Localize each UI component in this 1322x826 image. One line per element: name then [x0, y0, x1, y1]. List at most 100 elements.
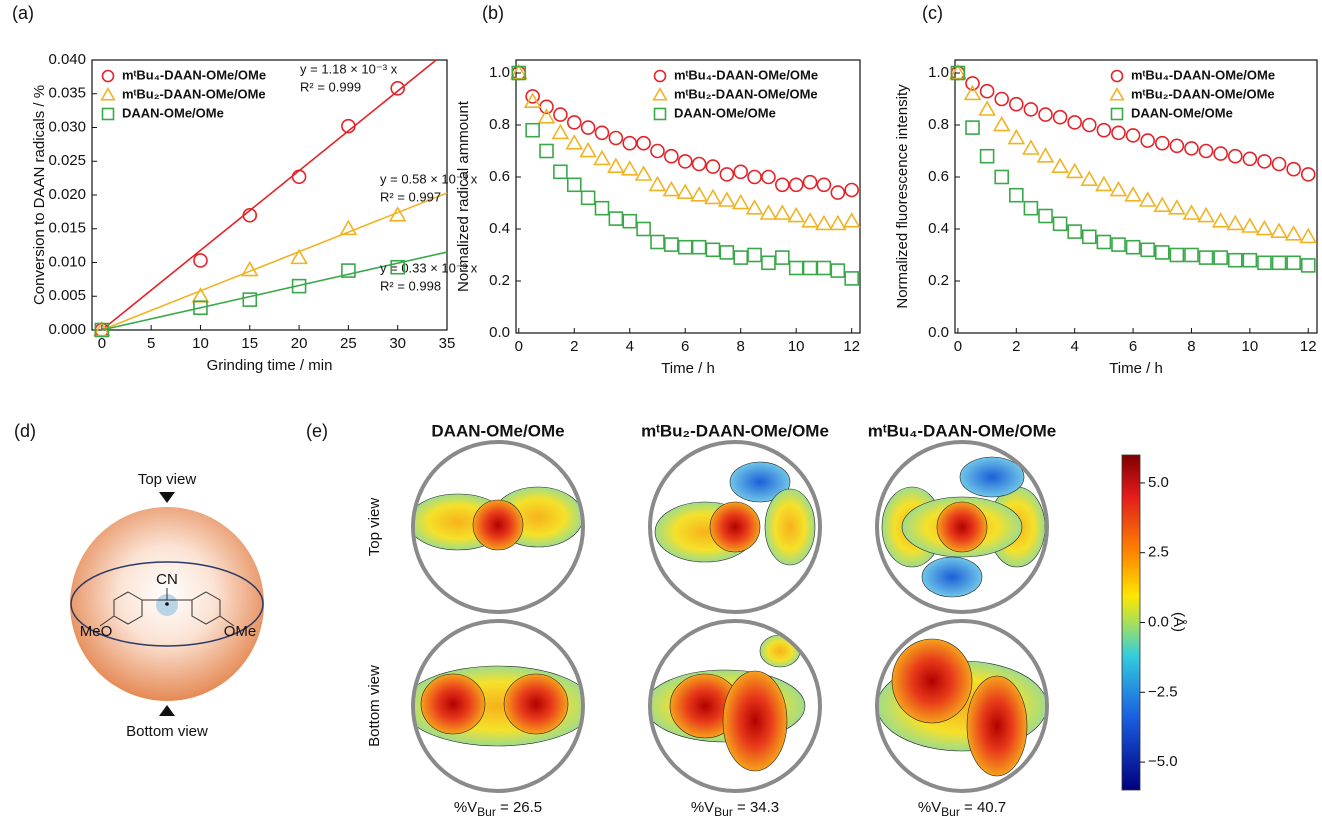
data-point	[662, 180, 681, 197]
data-point	[979, 148, 995, 164]
data-point	[193, 300, 208, 316]
data-point	[594, 125, 610, 141]
contour-region	[764, 488, 816, 566]
steric-map	[415, 486, 581, 551]
data-point	[1242, 151, 1258, 167]
data-point	[1300, 167, 1316, 182]
data-point	[1169, 247, 1185, 263]
data-point	[677, 239, 693, 255]
chart: (b) 0 2 4 6 8 10 12 0.0 0.2 0.4 0.6 0.8 1.0 Time / h No…	[455, 3, 861, 377]
data-point	[390, 259, 405, 275]
data-point	[690, 186, 708, 202]
column-title: DAAN-OMe/OMe	[431, 421, 564, 440]
y-tick-label: 0.6	[489, 168, 510, 185]
data-point	[1051, 157, 1069, 174]
colorbar-tick-label: 2.5	[1148, 544, 1169, 561]
data-point	[1111, 237, 1126, 252]
data-point	[1023, 200, 1039, 216]
data-point	[676, 183, 695, 200]
panel-label: (c)	[922, 3, 943, 23]
data-point	[1241, 217, 1259, 233]
fit-equation: y = 0.58 × 10⁻³ x	[380, 171, 478, 186]
data-point	[511, 65, 527, 81]
x-tick-label: 0	[98, 335, 106, 352]
data-point	[1140, 133, 1155, 148]
map-border	[875, 440, 1049, 614]
column-title: mᵗBu₂-DAAN-OMe/OMe	[641, 421, 829, 440]
colorbar	[1121, 454, 1141, 791]
data-point	[636, 135, 651, 151]
data-point	[1067, 115, 1082, 130]
data-point	[965, 76, 980, 91]
data-point	[539, 143, 554, 159]
dot	[165, 602, 169, 606]
data-point	[1009, 187, 1024, 203]
view-label: Bottom view	[126, 723, 208, 740]
contour-region	[891, 638, 973, 724]
data-point	[650, 143, 665, 159]
data-point	[1036, 147, 1055, 163]
contour-region	[966, 675, 1028, 777]
y-tick-label: 1.0	[489, 64, 510, 81]
data-point	[608, 211, 624, 226]
data-point	[193, 253, 208, 268]
data-point	[290, 248, 308, 265]
data-point	[978, 100, 996, 116]
data-point	[551, 123, 570, 140]
panel-label: (e)	[306, 421, 328, 441]
steric-map	[415, 665, 581, 747]
data-point	[242, 292, 258, 307]
data-point	[733, 250, 749, 265]
data-point	[1125, 128, 1141, 143]
data-point	[719, 167, 735, 182]
panel-label: (d)	[14, 421, 36, 441]
fit-line	[101, 192, 448, 331]
data-point	[844, 182, 859, 198]
data-point	[830, 263, 846, 278]
data-point	[622, 213, 638, 229]
view-label: Top view	[138, 471, 197, 488]
data-point	[1226, 214, 1245, 231]
data-point	[745, 199, 764, 215]
data-point	[719, 245, 735, 260]
y-tick-label: 0.020	[48, 186, 86, 203]
x-tick-label: 20	[291, 335, 308, 352]
y-tick-label: 0.010	[48, 253, 86, 270]
data-point	[1154, 245, 1170, 260]
vbur-main: %V	[918, 799, 941, 816]
data-point	[1284, 225, 1303, 241]
x-tick-label: 6	[1129, 338, 1137, 355]
data-point	[1227, 252, 1243, 268]
data-point	[801, 212, 819, 228]
data-point	[620, 160, 639, 176]
contour-region	[472, 499, 524, 551]
y-tick-label: 0.025	[48, 152, 86, 169]
molecule	[99, 588, 235, 627]
y-tick-label: 1.0	[928, 64, 949, 81]
data-point	[992, 115, 1011, 132]
map-border	[648, 619, 822, 793]
data-point	[761, 169, 776, 185]
y-tick-label: 0.030	[48, 118, 86, 135]
y-tick-label: 0.000	[48, 321, 86, 338]
data-point	[949, 63, 967, 80]
legend-label: mᵗBu₄-DAAN-OMe/OMe	[674, 67, 818, 82]
y-tick-label: 0.035	[48, 85, 86, 102]
data-point	[994, 91, 1010, 107]
y-axis-label: Normalized radical ammount	[455, 100, 472, 292]
legend-label: DAAN-OMe/OMe	[674, 105, 776, 120]
x-tick-label: 10	[192, 335, 209, 352]
data-point	[1111, 125, 1126, 141]
fit-r2: R² = 0.999	[300, 79, 361, 94]
contour-region	[503, 673, 569, 735]
data-point	[759, 204, 778, 220]
data-point	[1270, 222, 1288, 239]
data-point	[242, 207, 258, 223]
buried-volume: %VBur = 34.3	[691, 799, 779, 819]
map-border	[411, 440, 585, 614]
data-point	[1080, 170, 1099, 187]
legend-label: mᵗBu₄-DAAN-OMe/OMe	[1131, 67, 1275, 82]
map-border	[411, 619, 585, 793]
legend-label: mᵗBu₂-DAAN-OMe/OMe	[122, 86, 266, 101]
